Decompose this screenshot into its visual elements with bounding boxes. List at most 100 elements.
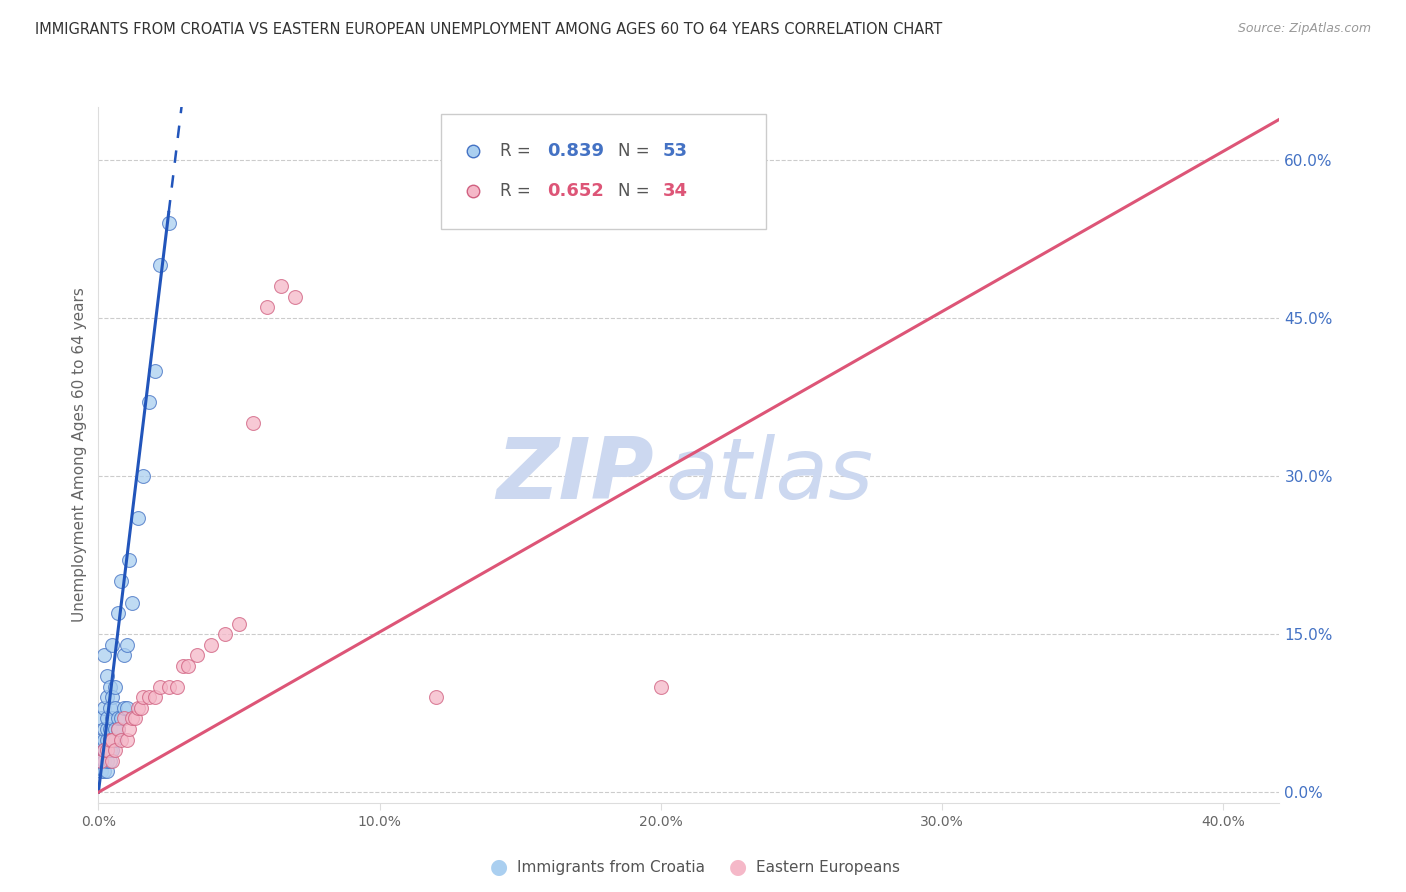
Point xyxy=(112,648,135,663)
Y-axis label: Unemployment Among Ages 60 to 64 years: Unemployment Among Ages 60 to 64 years xyxy=(72,287,87,623)
Text: IMMIGRANTS FROM CROATIA VS EASTERN EUROPEAN UNEMPLOYMENT AMONG AGES 60 TO 64 YEA: IMMIGRANTS FROM CROATIA VS EASTERN EUROP… xyxy=(35,22,942,37)
Point xyxy=(112,701,135,715)
Point xyxy=(90,754,112,768)
Point xyxy=(129,701,152,715)
Point xyxy=(90,711,112,725)
Point xyxy=(90,754,112,768)
Point xyxy=(107,606,129,620)
Point xyxy=(270,279,292,293)
Point xyxy=(104,743,127,757)
Point xyxy=(107,711,129,725)
Point xyxy=(93,754,115,768)
Point xyxy=(93,732,115,747)
Point xyxy=(101,732,124,747)
Point xyxy=(93,743,115,757)
Point xyxy=(112,711,135,725)
Text: N =: N = xyxy=(619,142,655,160)
Point xyxy=(110,711,132,725)
Point xyxy=(98,722,121,736)
Point xyxy=(127,511,149,525)
Text: atlas: atlas xyxy=(665,434,873,517)
Text: 53: 53 xyxy=(664,142,688,160)
Point xyxy=(107,722,129,736)
Point xyxy=(101,732,124,747)
Point xyxy=(124,711,146,725)
Point xyxy=(186,648,208,663)
Point xyxy=(138,395,160,409)
Point xyxy=(200,638,222,652)
Text: ●: ● xyxy=(730,857,747,877)
Point xyxy=(121,595,143,609)
Point xyxy=(96,711,118,725)
FancyBboxPatch shape xyxy=(441,114,766,229)
Point xyxy=(96,764,118,779)
Point xyxy=(104,732,127,747)
Point xyxy=(143,363,166,377)
Text: 34: 34 xyxy=(664,182,688,200)
Point xyxy=(96,743,118,757)
Point xyxy=(101,754,124,768)
Point xyxy=(101,690,124,705)
Text: R =: R = xyxy=(501,142,536,160)
Point xyxy=(110,574,132,589)
Text: 0.839: 0.839 xyxy=(547,142,605,160)
Text: Immigrants from Croatia: Immigrants from Croatia xyxy=(517,860,706,874)
Point xyxy=(138,690,160,705)
Point xyxy=(118,722,141,736)
Point xyxy=(96,669,118,683)
Point xyxy=(157,216,180,230)
Point xyxy=(101,711,124,725)
Point xyxy=(93,764,115,779)
Point xyxy=(101,638,124,652)
Point xyxy=(149,680,172,694)
Point xyxy=(96,722,118,736)
Point xyxy=(115,701,138,715)
Point xyxy=(110,732,132,747)
Point xyxy=(256,301,278,315)
Point xyxy=(93,743,115,757)
Point xyxy=(96,690,118,705)
Text: ZIP: ZIP xyxy=(496,434,654,517)
Point xyxy=(121,711,143,725)
Point xyxy=(96,754,118,768)
Point xyxy=(98,732,121,747)
Point xyxy=(127,701,149,715)
Point xyxy=(98,680,121,694)
Point xyxy=(104,680,127,694)
Point xyxy=(132,690,155,705)
Point xyxy=(242,417,264,431)
Point xyxy=(166,680,188,694)
Text: N =: N = xyxy=(619,182,655,200)
Point xyxy=(98,732,121,747)
Point xyxy=(214,627,236,641)
Point xyxy=(132,469,155,483)
Point xyxy=(87,754,110,768)
Text: ●: ● xyxy=(491,857,508,877)
Point xyxy=(149,258,172,272)
Point xyxy=(115,638,138,652)
Point xyxy=(157,680,180,694)
Point xyxy=(90,764,112,779)
Point xyxy=(98,743,121,757)
Point xyxy=(93,722,115,736)
Text: Eastern Europeans: Eastern Europeans xyxy=(756,860,900,874)
Point xyxy=(650,680,672,694)
Point xyxy=(425,690,447,705)
Point xyxy=(107,722,129,736)
Point xyxy=(101,743,124,757)
Point xyxy=(118,553,141,567)
Point xyxy=(228,616,250,631)
Point xyxy=(172,658,194,673)
Point xyxy=(104,722,127,736)
Text: R =: R = xyxy=(501,182,536,200)
Text: 0.652: 0.652 xyxy=(547,182,605,200)
Point xyxy=(96,743,118,757)
Point xyxy=(98,701,121,715)
Point xyxy=(284,290,307,304)
Point xyxy=(93,648,115,663)
Point xyxy=(98,754,121,768)
Text: Source: ZipAtlas.com: Source: ZipAtlas.com xyxy=(1237,22,1371,36)
Point xyxy=(90,732,112,747)
Point xyxy=(115,732,138,747)
Point xyxy=(93,701,115,715)
